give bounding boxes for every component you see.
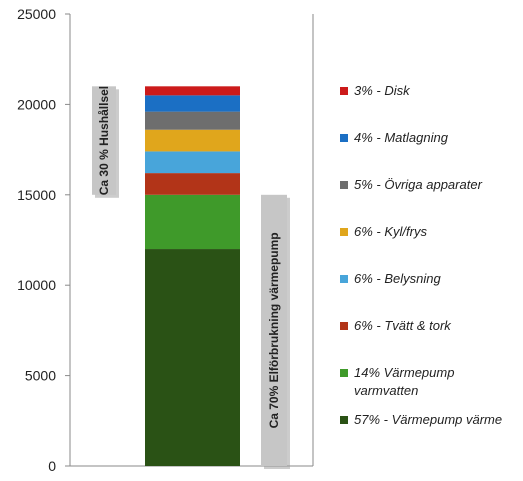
callout-label: Ca 70% Elförbrukning värmepump (267, 232, 281, 428)
legend-swatch (340, 134, 348, 142)
legend-item: 6% - Belysning (340, 270, 514, 288)
y-tick-label: 25000 (17, 6, 56, 22)
bar-layer (145, 86, 240, 466)
legend-swatch (340, 416, 348, 424)
legend-item: 14% Värmepump varmvatten (340, 364, 514, 400)
legend-swatch (340, 87, 348, 95)
bar-segment (145, 173, 240, 195)
bar-segment (145, 151, 240, 174)
legend-swatch (340, 275, 348, 283)
bar-segment (145, 194, 240, 250)
bar-segment (145, 111, 240, 130)
legend-swatch (340, 369, 348, 377)
legend-swatch (340, 228, 348, 236)
bar-segment (145, 249, 240, 466)
bar-segment (145, 95, 240, 112)
legend-label: 57% - Värmepump värme (354, 412, 503, 427)
legend-item: 5% - Övriga apparater (340, 176, 514, 194)
y-tick-label: 15000 (17, 187, 56, 203)
legend-item: 6% - Kyl/frys (340, 223, 514, 241)
y-tick-label: 10000 (17, 277, 56, 293)
legend-item: 3% - Disk (340, 82, 514, 100)
legend-label: 6% - Belysning (354, 271, 441, 286)
legend-item: 57% - Värmepump värme (340, 411, 514, 429)
axis-layer: 0 5000 10000 15000 20000 25000 (17, 6, 314, 474)
y-tick-label: 5000 (25, 368, 56, 384)
callout-box: Ca 70% Elförbrukning värmepump (261, 194, 290, 470)
legend-label: 6% - Kyl/frys (354, 224, 427, 239)
bar-segment (145, 129, 240, 152)
legend-label: 6% - Tvätt & tork (354, 318, 451, 333)
legend-swatch (340, 322, 348, 330)
legend-label: 3% - Disk (354, 83, 410, 98)
legend-item: 6% - Tvätt & tork (340, 317, 514, 335)
legend-label: 5% - Övriga apparater (354, 177, 482, 192)
legend-item: 4% - Matlagning (340, 129, 514, 147)
callout-box: Ca 30 % Hushållsel (92, 86, 119, 198)
legend-swatch (340, 181, 348, 189)
callout-layer: Ca 30 % Hushållsel Ca 70% Elförbrukning v… (92, 86, 290, 470)
y-tick-label: 0 (48, 458, 56, 474)
bar-segment (145, 86, 240, 96)
callout-rect (92, 86, 116, 195)
legend-label: 4% - Matlagning (354, 130, 448, 145)
y-tick-label: 20000 (17, 96, 56, 112)
callout-label: Ca 30 % Hushållsel (97, 86, 111, 195)
callout-rect (261, 194, 287, 467)
legend-label: 14% Värmepump varmvatten (354, 365, 455, 398)
